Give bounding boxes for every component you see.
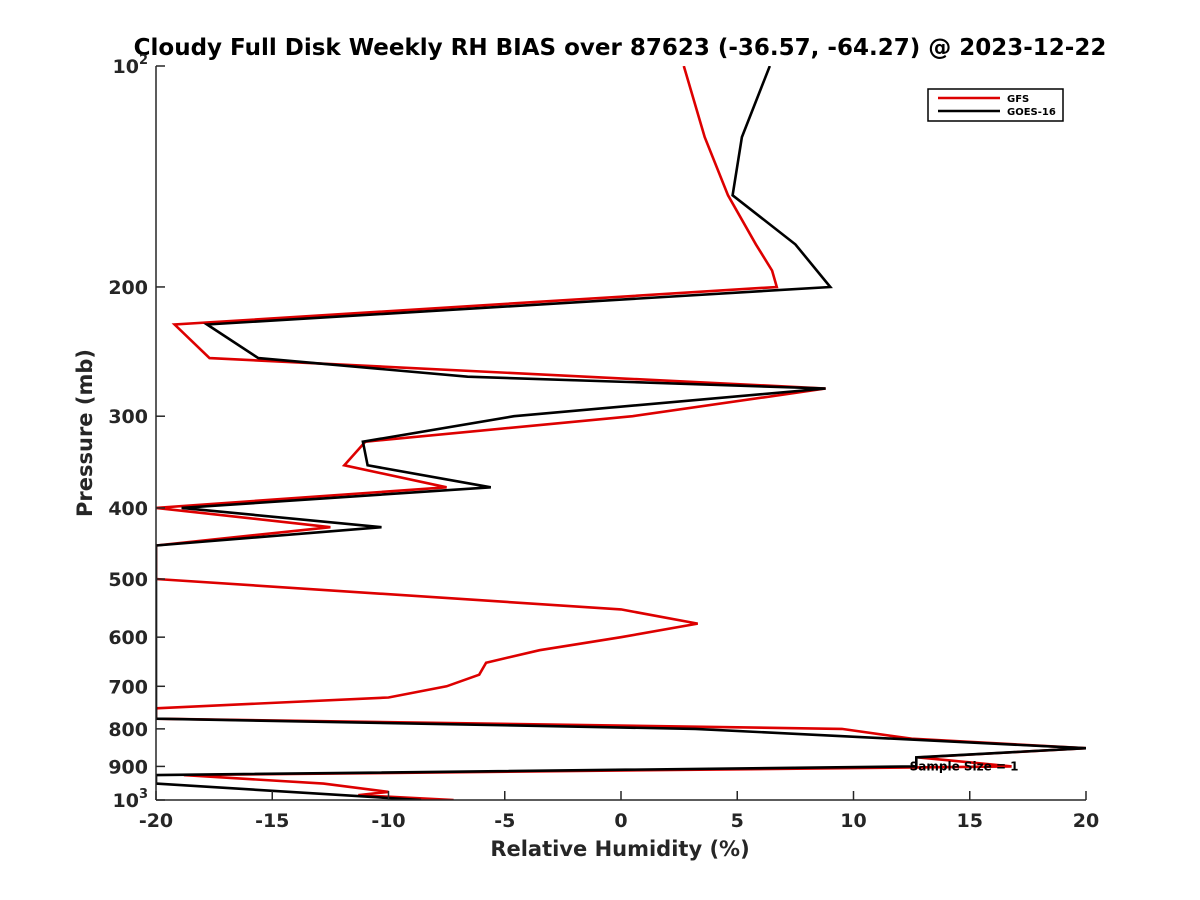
legend: GFS GOES-16 [927, 88, 1064, 122]
x-tick-label: 10 [840, 810, 866, 832]
axes: -20 -15 -10 -5 0 5 10 15 20 102 200 300 400 500 600 700… [108, 53, 1099, 832]
x-tick-label: 5 [731, 810, 744, 832]
y-tick-label: 900 [108, 756, 148, 778]
legend-box [927, 88, 1064, 122]
y-axis-label: Pressure (mb) [73, 349, 97, 517]
y-tick-label: 800 [108, 719, 148, 741]
y-tick-label: 600 [108, 627, 148, 649]
legend-label-goes-16: GOES-16 [1007, 107, 1056, 118]
y-tick-label: 103 [113, 787, 149, 812]
plot-area [156, 66, 1086, 800]
legend-label-gfs: GFS [1007, 94, 1029, 105]
y-tick-label: 500 [108, 569, 148, 591]
y-tick-label: 300 [108, 406, 148, 428]
chart-title: Cloudy Full Disk Weekly RH BIAS over 876… [134, 35, 1107, 61]
x-tick-label: -20 [139, 810, 173, 832]
x-tick-label: -10 [371, 810, 405, 832]
x-tick-label: 20 [1073, 810, 1099, 832]
x-tick-label: -15 [255, 810, 289, 832]
x-tick-label: 0 [614, 810, 627, 832]
y-tick-label: 200 [108, 277, 148, 299]
series-line-goes-16 [156, 66, 1086, 800]
y-tick-label: 102 [113, 53, 149, 78]
y-tick-label: 400 [108, 498, 148, 520]
y-tick-label: 700 [108, 676, 148, 698]
x-tick-label: -5 [494, 810, 515, 832]
data-lines [156, 66, 1086, 800]
sample-size-annotation: Sample Size = 1 [910, 759, 1019, 773]
x-tick-label: 15 [957, 810, 983, 832]
x-axis-label: Relative Humidity (%) [490, 837, 749, 861]
